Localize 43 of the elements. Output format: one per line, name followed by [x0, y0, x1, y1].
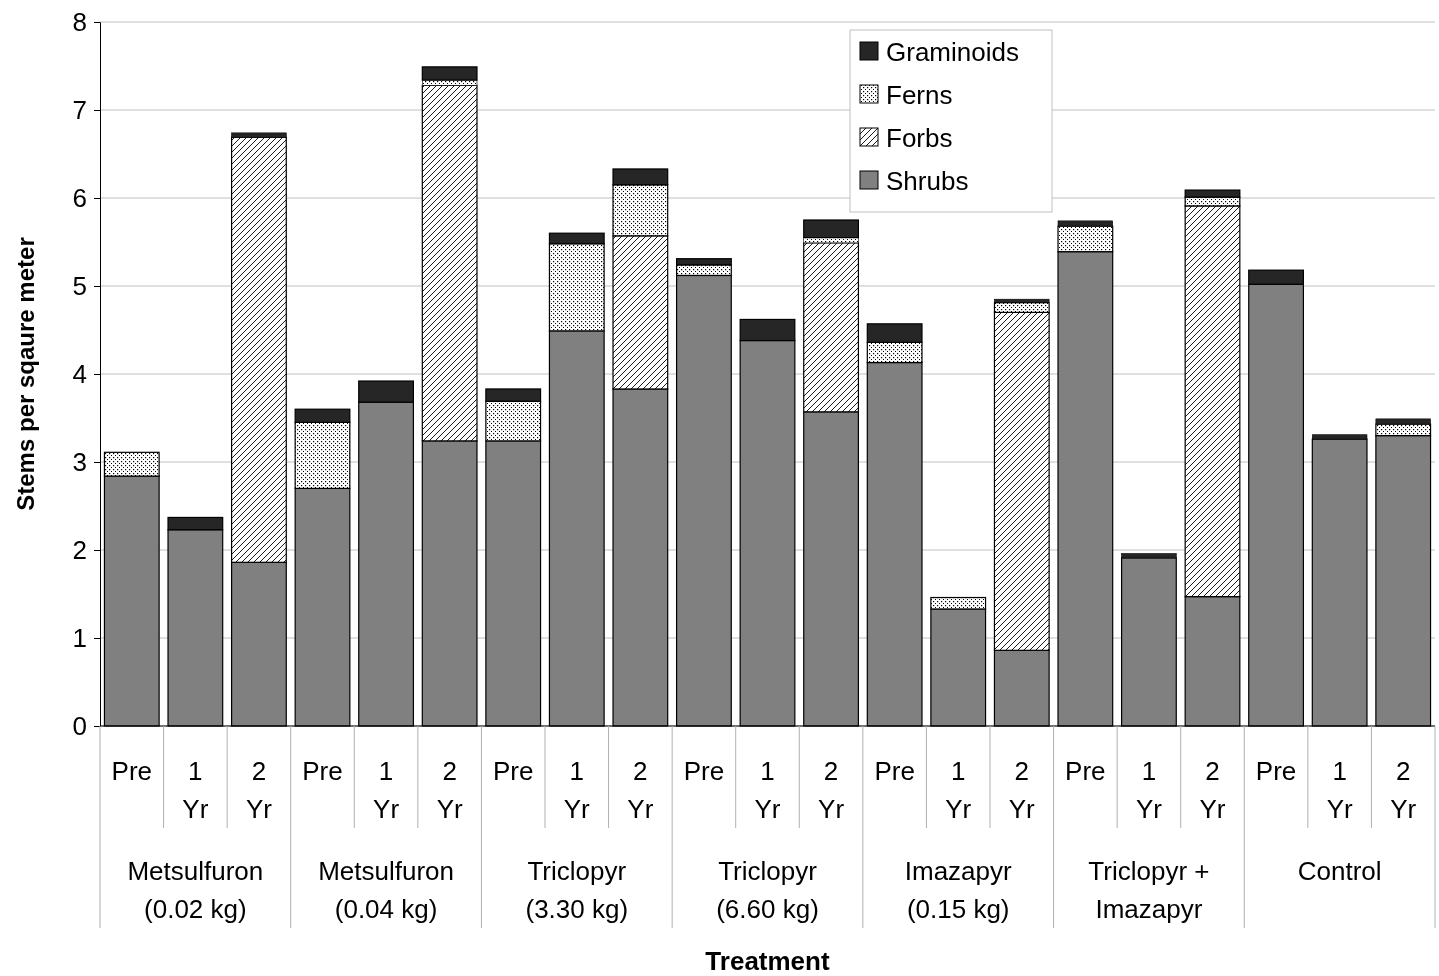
x-tick-label: 2 Yr: [1199, 756, 1226, 824]
text: Triclopyr (6.60 kg): [716, 856, 819, 924]
y-tick-label: 6: [72, 182, 87, 213]
x-tick-label: 2 Yr: [436, 756, 463, 824]
x-tick-label: 2 Yr: [627, 756, 654, 824]
x-tick-label: 2 Yr: [1008, 756, 1036, 824]
x-tick-label: 2 Yr: [245, 756, 273, 824]
x-tick-label: Pre: [492, 756, 534, 786]
x-tick-label: 1 Yr: [945, 756, 972, 824]
y-tick-label: 3: [72, 446, 87, 477]
x-tick-label: Pre: [111, 756, 153, 786]
legend-label: Graminoids: [886, 37, 1019, 67]
x-axis-title: Treatment: [705, 946, 830, 976]
x-tick-label: Pre: [1065, 756, 1106, 786]
x-tick-label: 1 Yr: [1135, 756, 1163, 824]
x-tick-label: 1 Yr: [182, 756, 209, 824]
y-tick-label: 2: [72, 534, 87, 565]
y-tick-label: 0: [72, 710, 87, 741]
y-tick-label: 4: [72, 358, 87, 389]
legend-label: Forbs: [886, 123, 953, 153]
text: Metsulfuron (0.02 kg): [127, 856, 264, 924]
x-tick-label: 1 Yr: [754, 756, 781, 824]
text: Triclopyr (3.30 kg): [525, 856, 629, 924]
y-tick-label: 8: [72, 6, 87, 37]
x-tick-label: 2 Yr: [1390, 756, 1417, 824]
text: Triclopyr + Imazapyr: [1088, 856, 1210, 924]
x-tick-label: 2 Yr: [818, 756, 845, 824]
text: Control: [1297, 856, 1382, 886]
x-tick-label: 1 Yr: [563, 756, 591, 824]
legend-label: Ferns: [886, 80, 953, 110]
text: Imazapyr (0.15 kg): [904, 856, 1013, 924]
x-tick-label: Pre: [874, 756, 915, 786]
y-tick-label: 1: [72, 622, 87, 653]
y-axis-title: Stems per sqaure meter: [12, 237, 39, 511]
legend-label: Shrubs: [886, 166, 969, 196]
x-tick-label: Pre: [302, 756, 343, 786]
y-tick-label: 7: [72, 94, 87, 125]
x-tick-label: Pre: [1255, 756, 1297, 786]
x-tick-label: Pre: [683, 756, 725, 786]
y-tick-label: 5: [72, 270, 87, 301]
text: Metsulfuron (0.04 kg): [318, 856, 454, 924]
x-tick-label: 1 Yr: [373, 756, 400, 824]
x-tick-label: 1 Yr: [1326, 756, 1353, 824]
